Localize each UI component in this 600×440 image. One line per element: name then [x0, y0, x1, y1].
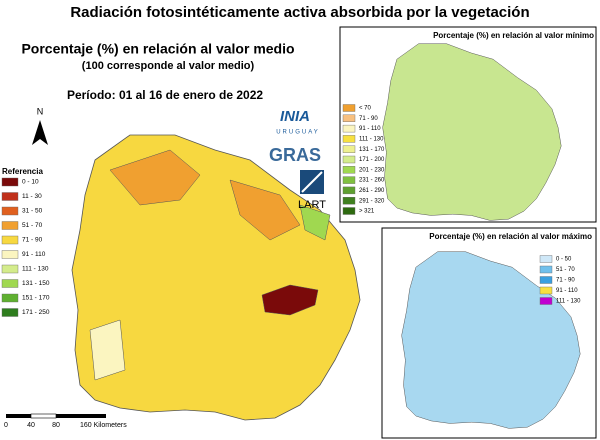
legend-label: 91 - 110: [22, 251, 46, 258]
legend-label: 171 - 200: [359, 157, 385, 163]
region: [261, 284, 319, 316]
legend-swatch: [1, 279, 19, 288]
legend-label: 171 - 250: [22, 309, 50, 316]
logo-inia: INIA: [280, 108, 310, 125]
legend-label: > 321: [359, 209, 375, 215]
legend-label: 131 - 170: [359, 147, 385, 153]
legend-swatch: [1, 293, 19, 303]
legend-label: < 70: [359, 106, 372, 112]
legend-swatch: [539, 297, 553, 305]
scale-label: 40: [27, 422, 35, 429]
legend-swatch: [342, 186, 356, 195]
region: [229, 179, 301, 241]
legend-label: 71 - 90: [556, 278, 575, 284]
period: Período: 01 al 16 de enero de 2022: [67, 88, 263, 102]
inset-min-title: Porcentaje (%) en relación al valor míni…: [433, 31, 594, 40]
legend-label: 0 - 10: [22, 179, 39, 186]
title: Radiación fotosintéticamente activa abso…: [70, 4, 529, 21]
inset-min-map: < 70 71 - 90 91 - 110 111 - 130 131 - 170 171…: [342, 43, 562, 221]
legend-label: 71 - 90: [22, 237, 43, 244]
scale-label: 0: [4, 422, 8, 429]
legend-swatch: [342, 207, 356, 215]
scale-label: 80: [52, 422, 60, 429]
legend-label: 261 - 290: [359, 188, 385, 194]
legend-swatch: [1, 235, 19, 245]
legend-label: 291 - 320: [359, 198, 385, 204]
region: [299, 204, 331, 241]
legend-label: 151 - 170: [22, 295, 50, 302]
scale-segment: [6, 414, 31, 418]
legend-swatch: [1, 221, 19, 230]
scale-segment: [30, 413, 57, 419]
legend-swatch: [539, 286, 553, 295]
scale-bar: 0 40 80 160 Kilometers: [4, 413, 127, 429]
legend-swatch: [342, 145, 356, 153]
legend-swatch: [539, 265, 553, 274]
legend-label: 231 - 260: [359, 178, 385, 184]
legend-swatch: [342, 166, 356, 174]
legend-swatch: [539, 276, 553, 284]
scale-segment: [56, 414, 106, 418]
note: (100 corresponde al valor medio): [82, 60, 255, 72]
legend-swatch: [1, 206, 19, 216]
legend-label: 91 - 110: [359, 126, 381, 132]
legend-swatch: [342, 135, 356, 143]
legend-swatch: [1, 192, 19, 201]
region: [109, 149, 201, 206]
legend-label: 111 - 130: [22, 266, 49, 273]
legend-swatch: [342, 124, 356, 133]
north-label: N: [37, 106, 44, 116]
scale-label: 160 Kilometers: [80, 422, 127, 429]
legend-swatch: [342, 104, 356, 112]
legend-label: 0 - 50: [556, 257, 572, 263]
legend-swatch: [1, 250, 19, 259]
legend-swatch: [539, 255, 553, 263]
subtitle: Porcentaje (%) en relación al valor medi…: [21, 41, 294, 57]
inset-max-map: 0 - 50 51 - 70 71 - 90 91 - 110 111 - 130: [401, 251, 581, 429]
legend-swatch: [1, 308, 19, 317]
logo-gras: GRAS: [269, 145, 321, 165]
logo-lart-stroke: [301, 171, 323, 193]
legend-swatch: [1, 177, 19, 187]
legend-label: 11 - 30: [22, 193, 42, 200]
legend-label: 111 - 130: [359, 136, 384, 142]
legend-label: 31 - 50: [22, 208, 43, 215]
legend-swatch: [342, 176, 356, 184]
main-legend: Referencia 0 - 10 11 - 30 31 - 50 51 - 70 71…: [1, 167, 50, 317]
inset-max-title: Porcentaje (%) en relación al valor máxi…: [429, 232, 592, 241]
legend-swatch: [342, 155, 356, 164]
legend-label: 91 - 110: [556, 288, 578, 294]
legend-label: 71 - 90: [359, 116, 378, 122]
main-map: [71, 134, 361, 421]
legend-label: 131 - 150: [22, 280, 50, 287]
logo-country: URUGUAY: [276, 130, 320, 136]
legend-swatch: [342, 114, 356, 123]
legend-label: 51 - 70: [556, 267, 575, 273]
north-arrow: [32, 120, 48, 145]
legend-label: 201 - 230: [359, 167, 385, 173]
legend-swatch: [1, 264, 19, 274]
legend-title: Referencia: [2, 167, 43, 176]
region: [89, 319, 126, 381]
legend-swatch: [342, 196, 356, 205]
logo-lart: LART: [298, 199, 326, 211]
legend-label: 111 - 130: [556, 299, 581, 305]
legend-label: 51 - 70: [22, 222, 43, 229]
